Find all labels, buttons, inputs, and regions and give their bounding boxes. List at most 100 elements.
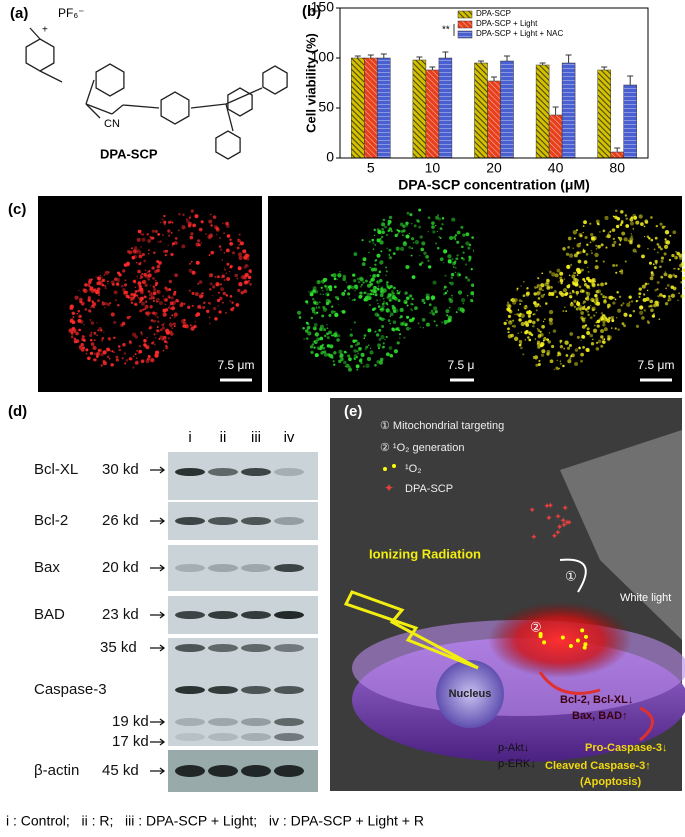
dpa-scp-icon: ✦ xyxy=(543,501,551,511)
signal-dot xyxy=(334,331,338,335)
signal-dot xyxy=(388,227,393,231)
bar xyxy=(535,64,550,159)
caspase-label: Cleaved Caspase-3↑ xyxy=(545,760,651,772)
signal-dot xyxy=(404,322,408,327)
signal-dot xyxy=(93,331,97,335)
arrow xyxy=(150,644,166,652)
signal-dot xyxy=(623,324,626,328)
signal-dot xyxy=(95,290,100,295)
signal-dot xyxy=(443,262,445,264)
signal-dot xyxy=(614,209,618,213)
signal-dot xyxy=(431,225,435,229)
signal-dot xyxy=(248,269,252,273)
signal-dot xyxy=(635,324,639,328)
signal-dot xyxy=(581,268,584,272)
arrow xyxy=(150,517,166,525)
signal-dot xyxy=(596,289,602,294)
signal-dot xyxy=(572,247,574,249)
signal-dot xyxy=(134,286,137,289)
signal-dot xyxy=(590,250,592,252)
signal-dot xyxy=(381,304,385,309)
signal-dot xyxy=(615,271,618,274)
signal-dot xyxy=(69,304,74,309)
signal-dot xyxy=(607,232,609,234)
signal-dot xyxy=(435,324,438,327)
dpa-scp-icon: ✦ xyxy=(560,520,568,530)
signal-dot xyxy=(620,210,624,214)
ring xyxy=(95,63,125,97)
signal-dot xyxy=(172,242,175,245)
signal-dot xyxy=(229,270,231,273)
signal-dot xyxy=(133,302,138,306)
signal-dot xyxy=(217,275,220,279)
legend-dot xyxy=(392,464,396,468)
signal-dot xyxy=(611,243,616,247)
signal-dot xyxy=(237,288,241,293)
signal-dot xyxy=(120,284,124,288)
signal-dot xyxy=(128,250,133,255)
signal-dot xyxy=(388,256,392,260)
signal-dot xyxy=(586,310,589,313)
signal-dot xyxy=(76,313,78,315)
signal-dot xyxy=(170,332,174,336)
signal-dot xyxy=(569,292,572,295)
signal-dot xyxy=(347,287,351,290)
blot-band xyxy=(241,564,271,572)
signal-dot xyxy=(385,335,388,338)
signal-dot xyxy=(107,282,109,285)
step-label: ① xyxy=(565,568,577,583)
signal-dot xyxy=(381,324,385,328)
signal-dot xyxy=(580,311,584,315)
signal-dot xyxy=(381,230,385,235)
signal-dot xyxy=(316,311,319,314)
signal-dot xyxy=(107,336,111,341)
signal-dot xyxy=(93,339,96,342)
signal-dot xyxy=(145,300,148,303)
signal-dot xyxy=(450,276,454,279)
signal-dot xyxy=(516,287,519,290)
bond xyxy=(225,87,263,105)
signal-dot xyxy=(628,314,632,318)
signal-dot xyxy=(380,335,385,340)
signal-dot xyxy=(306,322,310,326)
signal-dot xyxy=(680,270,683,273)
signal-dot xyxy=(191,291,195,296)
signal-dot xyxy=(327,285,331,289)
signal-dot xyxy=(309,345,314,349)
signal-dot xyxy=(617,328,620,331)
signal-dot xyxy=(150,292,152,294)
signal-dot xyxy=(72,316,75,318)
signal-dot xyxy=(95,275,98,278)
signal-dot xyxy=(347,354,351,358)
signal-dot xyxy=(583,280,586,283)
signal-dot xyxy=(663,252,667,256)
signal-dot xyxy=(596,222,599,225)
signal-dot xyxy=(622,302,625,305)
signal-dot xyxy=(559,362,562,365)
signal-dot xyxy=(136,261,138,264)
signal-dot xyxy=(115,299,117,301)
signal-dot xyxy=(93,358,97,362)
signal-dot xyxy=(664,271,666,273)
signal-dot xyxy=(421,298,425,303)
signal-dot xyxy=(528,319,533,324)
signal-dot xyxy=(188,268,193,273)
blot-band xyxy=(241,517,271,525)
signal-dot xyxy=(576,274,579,276)
signal-dot xyxy=(209,273,213,278)
signal-dot xyxy=(507,334,513,339)
signal-dot xyxy=(470,299,474,303)
signal-dot xyxy=(427,265,432,269)
signal-dot xyxy=(565,354,569,357)
signal-dot xyxy=(91,300,94,303)
signal-dot xyxy=(600,344,604,348)
signal-dot xyxy=(583,220,587,225)
signal-dot xyxy=(620,304,623,307)
signal-dot xyxy=(326,332,329,336)
signal-dot xyxy=(615,264,618,267)
signal-dot xyxy=(120,323,124,328)
signal-dot xyxy=(539,305,542,308)
signal-dot xyxy=(565,252,570,256)
signal-dot xyxy=(659,265,662,269)
signal-dot xyxy=(165,249,169,253)
